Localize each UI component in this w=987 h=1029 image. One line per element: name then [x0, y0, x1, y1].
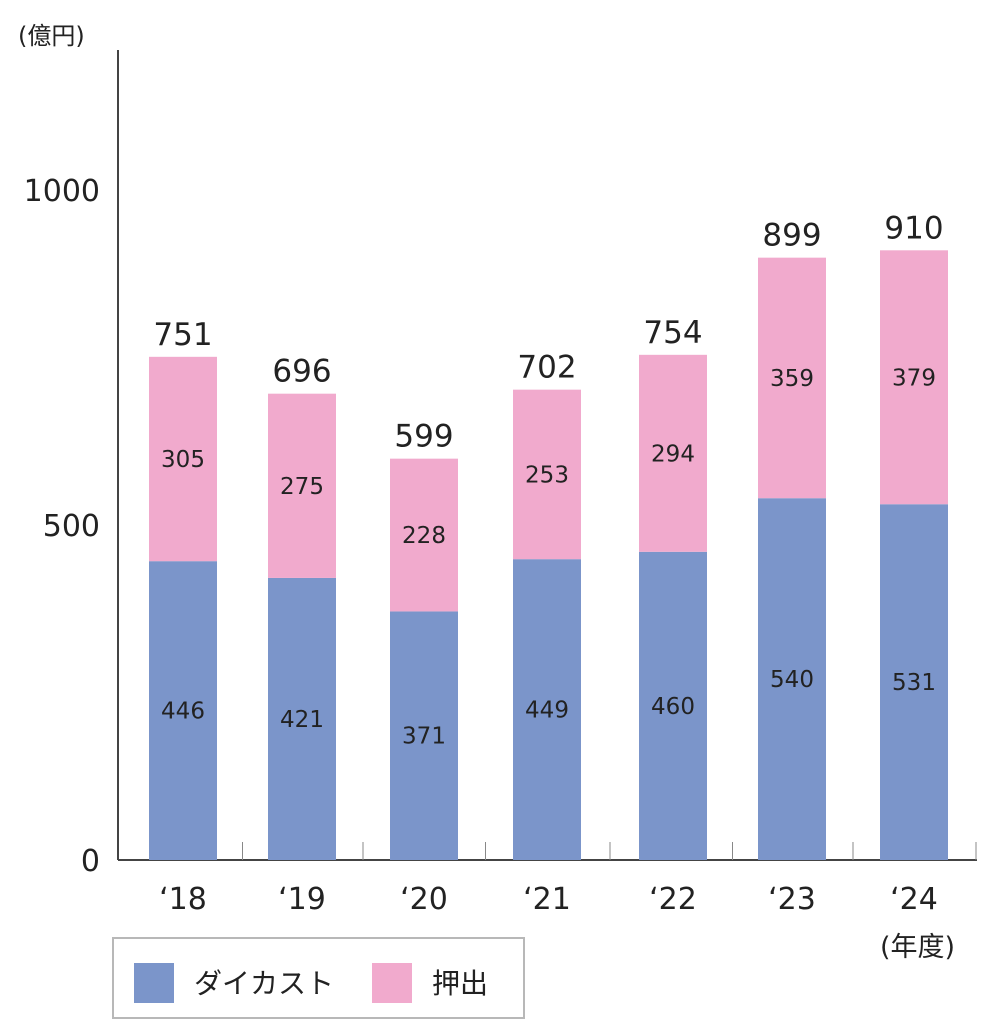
bar-segment-extrusion: [639, 354, 707, 552]
bars-group: 446 305 751 421 275 696 371 228 599 449 253 702 460 2…: [149, 210, 948, 860]
data-label-diecast: 449: [525, 698, 569, 724]
x-axis-unit-label: (年度): [880, 932, 955, 963]
y-axis-ticks: 0 500 1000: [24, 174, 100, 879]
data-label-total: 899: [762, 218, 821, 254]
legend: ダイカスト 押出: [112, 937, 525, 1019]
data-label-total: 754: [643, 315, 702, 351]
legend-swatch-diecast: [134, 963, 174, 1003]
bar-segment-extrusion: [880, 250, 948, 505]
x-tick-label: ‘18: [159, 882, 207, 917]
x-tick-label: ‘24: [890, 882, 938, 917]
bar-segment-extrusion: [390, 458, 458, 612]
legend-swatch-extrusion: [372, 963, 412, 1003]
bar-segment-diecast: [639, 551, 707, 860]
bar-segment-diecast: [390, 611, 458, 860]
data-label-extrusion: 379: [892, 365, 936, 391]
x-tick-label: ‘19: [278, 882, 326, 917]
data-label-total: 599: [394, 419, 453, 455]
data-label-extrusion: 359: [770, 366, 814, 392]
x-tick-label: ‘23: [768, 882, 816, 917]
bar-segment-extrusion: [513, 389, 581, 560]
category-labels: ‘18 ‘19 ‘20 ‘21 ‘22 ‘23 ‘24: [159, 882, 938, 917]
legend-frame: [112, 937, 525, 1019]
data-label-extrusion: 294: [651, 441, 695, 467]
y-tick-label: 500: [43, 509, 100, 544]
data-label-total: 696: [272, 354, 331, 390]
legend-label-extrusion: 押出: [432, 967, 488, 1000]
x-tick-label: ‘21: [523, 882, 571, 917]
data-label-total: 751: [153, 317, 212, 353]
bar-segment-extrusion: [149, 356, 217, 562]
x-axis-tick-marks: [242, 842, 977, 860]
data-label-diecast: 540: [770, 667, 814, 693]
bar-segment-diecast: [268, 577, 336, 860]
bar-segment-diecast: [758, 498, 826, 860]
bar-segment-extrusion: [268, 393, 336, 578]
data-label-total: 910: [884, 210, 943, 246]
data-label-diecast: 421: [280, 707, 324, 733]
data-label-extrusion: 253: [525, 462, 569, 488]
y-tick-label: 0: [81, 844, 100, 879]
data-label-extrusion: 228: [402, 523, 446, 549]
data-label-extrusion: 275: [280, 474, 324, 500]
legend-label-diecast: ダイカスト: [194, 967, 334, 1000]
data-label-diecast: 446: [161, 699, 205, 725]
data-label-extrusion: 305: [161, 447, 205, 473]
x-tick-label: ‘20: [400, 882, 448, 917]
y-axis-unit-label: (億円): [18, 22, 85, 50]
bar-segment-diecast: [880, 504, 948, 860]
data-label-diecast: 460: [651, 694, 695, 720]
bar-segment-diecast: [149, 561, 217, 860]
data-label-total: 702: [517, 350, 576, 386]
data-label-diecast: 531: [892, 670, 936, 696]
data-label-diecast: 371: [402, 724, 446, 750]
bar-segment-diecast: [513, 559, 581, 860]
y-tick-label: 1000: [24, 174, 100, 209]
bar-segment-extrusion: [758, 257, 826, 499]
x-tick-label: ‘22: [649, 882, 697, 917]
